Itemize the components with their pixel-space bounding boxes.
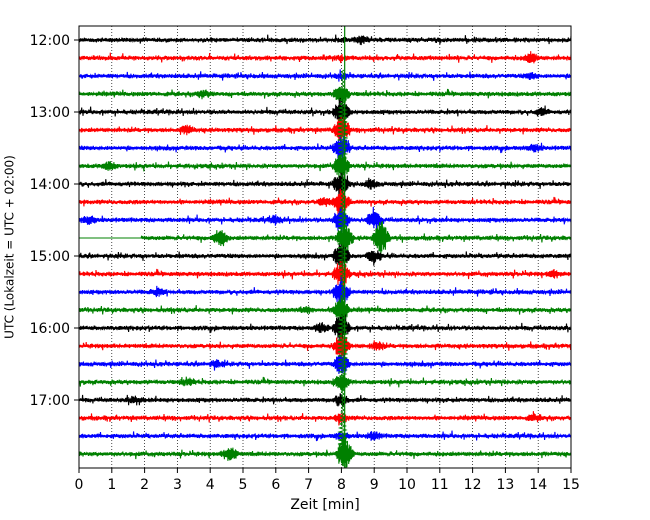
trace-1645 [78,374,572,391]
trace-1600 [78,314,572,344]
x-tick-label: 0 [75,477,84,493]
trace-1215 [78,51,572,64]
x-tick-label: 2 [140,477,149,493]
event-marker-burst [336,69,349,451]
trace-1245 [78,86,572,104]
trace-1200 [78,34,572,46]
y-tick-label: 17:00 [30,393,70,409]
x-tick-label: 1 [107,477,116,493]
trace-1615 [78,333,572,360]
y-tick-label: 15:00 [30,249,70,265]
y-tick-label: 14:00 [30,177,70,193]
trace-1630 [78,354,572,375]
y-axis-ticks: 12:00 13:00 14:00 15:00 16:00 17:00 [30,33,79,409]
x-tick-label: 9 [370,477,379,493]
trace-1400 [78,172,572,201]
trace-1230 [78,69,572,82]
x-axis-ticks: 0 1 2 3 4 5 6 7 8 9 10 11 12 13 14 15 [75,468,580,493]
trace-1700 [78,393,572,408]
trace-1315 [78,115,572,144]
y-tick-label: 16:00 [30,321,70,337]
y-tick-label: 12:00 [30,33,70,49]
x-tick-label: 11 [431,477,449,493]
y-axis-label: UTC (Lokalzeit = UTC + 02:00) [3,155,17,339]
x-tick-label: 10 [398,477,416,493]
y-tick-label: 13:00 [30,105,70,121]
x-tick-label: 12 [464,477,482,493]
x-axis-label: Zeit [min] [290,497,359,513]
x-tick-label: 7 [304,477,313,493]
trace-1415 [78,188,572,215]
x-tick-label: 15 [562,477,580,493]
trace-1545 [78,295,572,323]
trace-1715 [78,411,572,426]
plot-frame [78,25,572,469]
trace-1730 [78,430,572,442]
trace-1745 [78,437,572,469]
trace-1530 [78,276,572,307]
x-tick-label: 8 [337,477,346,493]
x-tick-label: 3 [173,477,182,493]
event-marker [336,26,349,468]
x-tick-label: 4 [206,477,215,493]
trace-1430 [78,206,572,236]
x-tick-label: 13 [496,477,514,493]
trace-1345 [78,153,572,180]
x-tick-label: 14 [529,477,547,493]
trace-1515 [78,260,572,289]
x-tick-label: 6 [271,477,280,493]
x-tick-label: 5 [239,477,248,493]
trace-1445 [79,221,572,256]
trace-1330 [78,135,572,161]
seismic-traces [78,34,572,469]
trace-1300 [78,97,572,123]
trace-1500 [78,242,572,269]
